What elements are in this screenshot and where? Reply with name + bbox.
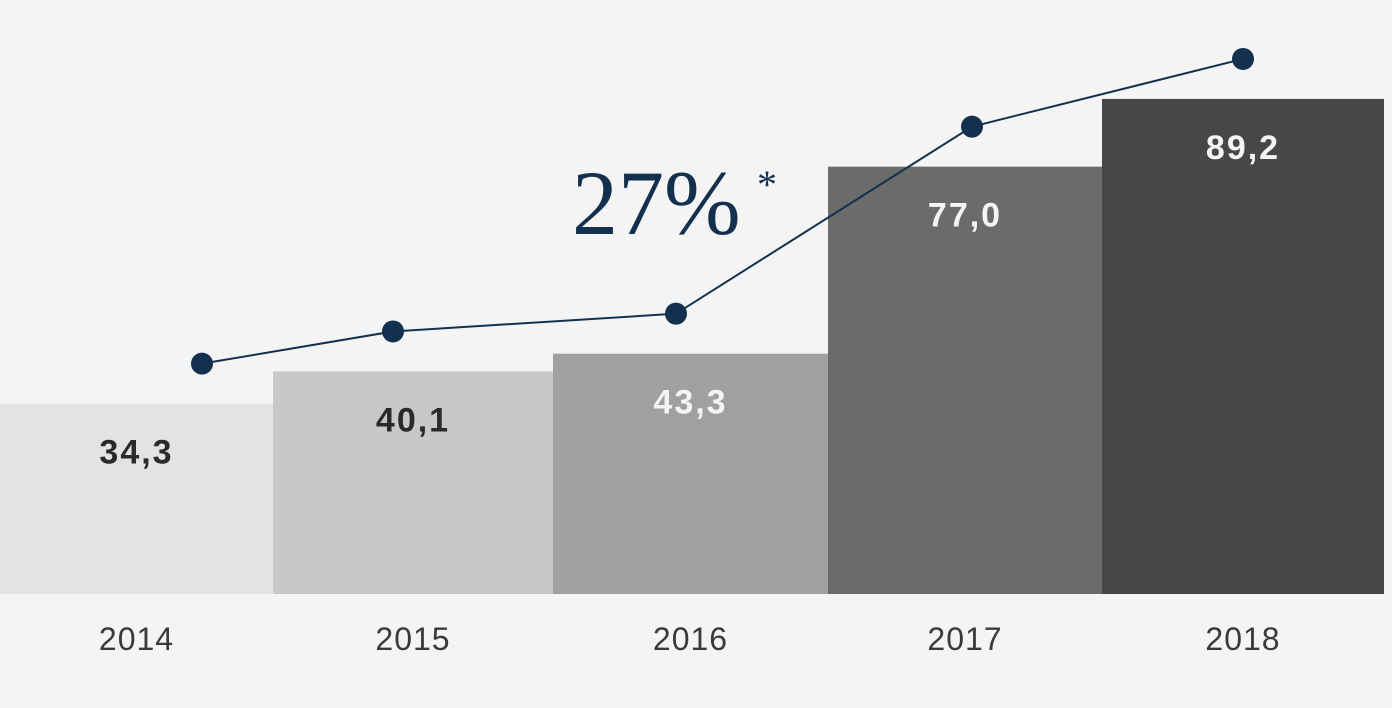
growth-annotation: 27% * xyxy=(572,152,777,254)
growth-rate-label: 27% xyxy=(572,152,741,254)
x-axis-ticks: 2014 2015 2016 2017 2018 xyxy=(99,621,1280,657)
x-tick-label-2014: 2014 xyxy=(99,621,174,657)
bar-value-label-2018: 89,2 xyxy=(1206,129,1280,167)
x-tick-label-2018: 2018 xyxy=(1205,621,1280,657)
trend-point-2018 xyxy=(1232,47,1254,70)
bar-value-label-2017: 77,0 xyxy=(928,197,1002,235)
trend-point-2014 xyxy=(191,352,213,375)
x-tick-label-2015: 2015 xyxy=(375,621,450,657)
bar-2018 xyxy=(1102,98,1384,594)
trend-point-2016 xyxy=(665,302,687,325)
bar-2016 xyxy=(553,353,828,594)
bar-value-label-2016: 43,3 xyxy=(653,384,727,422)
bar-2017 xyxy=(828,166,1102,594)
x-tick-label-2016: 2016 xyxy=(653,621,728,657)
line-layer xyxy=(191,47,1254,375)
bar-value-label-2015: 40,1 xyxy=(376,401,450,439)
bar-2014 xyxy=(0,403,273,594)
growth-footnote-marker: * xyxy=(757,162,777,207)
bars-layer xyxy=(0,98,1384,594)
trend-point-2015 xyxy=(382,320,404,343)
x-tick-label-2017: 2017 xyxy=(927,621,1002,657)
bar-2015 xyxy=(273,371,553,594)
bar-labels-layer: 34,3 40,1 43,3 77,0 89,2 xyxy=(99,129,1280,472)
bar-value-label-2014: 34,3 xyxy=(99,434,173,472)
trend-point-2017 xyxy=(961,115,983,138)
